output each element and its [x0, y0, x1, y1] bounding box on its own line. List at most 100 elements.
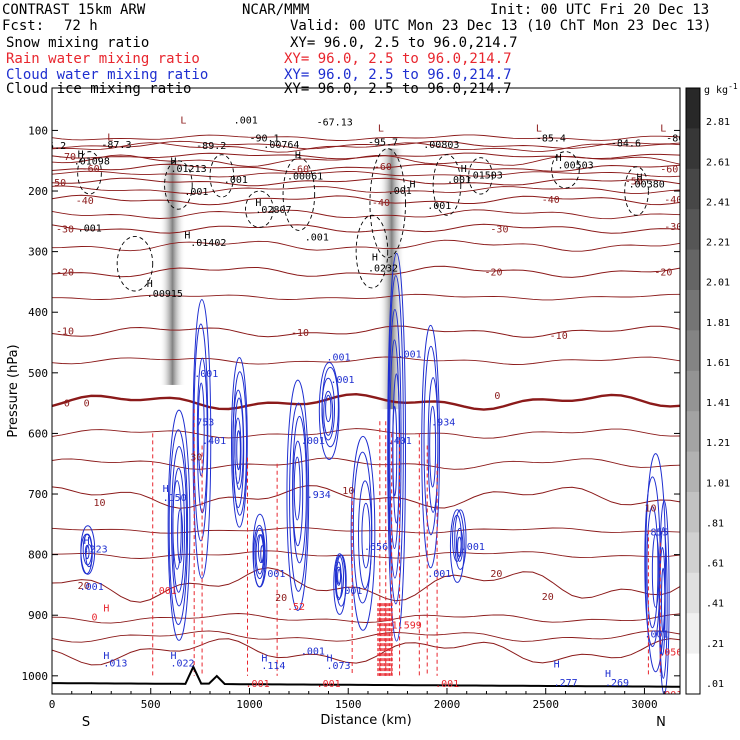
terrain-line	[52, 664, 680, 688]
snow-contour-3	[282, 157, 316, 231]
extremum-label-8: -67.13	[317, 117, 353, 128]
colorbar-swatch-5	[686, 290, 700, 331]
extremum-label-65: .52	[287, 602, 305, 613]
extremum-label-6: -90.1	[249, 134, 279, 145]
isotherm-label-4: -60	[660, 165, 678, 176]
extremum-label-69: H	[103, 603, 109, 614]
north-end-label: N	[656, 715, 666, 730]
valid-time: Valid: 00 UTC Mon 23 Dec 13 (10 ChT Mon …	[290, 18, 711, 34]
extremum-label-2: L	[107, 132, 113, 143]
cloud-water-contour-1-0	[167, 409, 191, 641]
colorbar-swatch-1	[686, 128, 700, 170]
colorbar-label-12: .41	[706, 599, 724, 610]
extremum-label-19: H	[170, 157, 176, 168]
plot-layer: -70 -60 -60 -60 -60 -50 -50 -40 -40 -40 -40 -30 -30 -…	[52, 116, 696, 694]
cloud-water-contour-2-2	[196, 357, 208, 514]
extremum-label-35: .02807	[255, 205, 291, 216]
isotherm-label-28: 20	[490, 569, 502, 580]
isotherm-label-11: -30	[56, 225, 74, 236]
extremum-label-11: .00803	[423, 140, 459, 151]
x-tick-label-2: 1000	[236, 698, 263, 711]
extremum-label-40: .01402	[190, 238, 226, 249]
cloud-water-contour-4-1	[289, 402, 308, 592]
legend-cloudice-xy: XY= 96.0, 2.5 to 96.0,214.7	[284, 81, 512, 97]
y-tick-label-3: 400	[28, 306, 48, 319]
extremum-label-64: .001	[80, 582, 104, 593]
extremum-label-23: .00061	[287, 171, 323, 182]
cloud-water-contour-9-3	[455, 527, 464, 562]
isotherm-label-12: -30	[490, 225, 508, 236]
plot-frame	[51, 87, 681, 695]
colorbar-unit-text: g kg	[704, 85, 728, 96]
legend-rain-xy: XY= 96.0, 2.5 to 96.0,214.7	[284, 51, 512, 67]
extremum-label-0: L	[180, 116, 186, 127]
cloud-water-contour-0-4	[84, 544, 90, 560]
colorbar-label-8: 1.21	[706, 438, 730, 449]
extremum-label-49: .753	[190, 417, 214, 428]
extremum-label-32: .00380	[629, 180, 665, 191]
cloud-water-contour-1-2	[171, 446, 188, 607]
colorbar-swatch-2	[686, 168, 700, 210]
extremum-label-16: -86.0	[666, 134, 696, 145]
isotherm-label-10: -40	[664, 195, 682, 206]
extremum-label-78: H	[327, 654, 333, 665]
cloud-water-contour-8-3	[429, 405, 437, 488]
colorbar-swatch-13	[686, 613, 700, 655]
extremum-label-68: 1.599	[392, 620, 422, 631]
cloud-water-contour-3-0	[230, 356, 248, 528]
extremum-label-26: .001	[447, 175, 471, 186]
extremum-label-15: L	[660, 123, 666, 134]
colorbar-label-1: 2.61	[706, 157, 730, 168]
extremum-label-63: .855	[644, 528, 668, 539]
extremum-label-62: .001	[461, 542, 485, 553]
cloud-water-contour-5-0	[318, 361, 340, 460]
snow-contour-1	[164, 160, 193, 210]
isotherm-minor-2	[52, 142, 680, 153]
cloud-water-contour-9-2	[452, 514, 462, 562]
x-tick-label-0: 0	[49, 698, 56, 711]
colorbar: 2.81 2.61 2.41 2.21 2.01 1.81 1.61 1.41 1.21 1.01…	[685, 87, 730, 695]
isotherm-label-29: 20	[542, 592, 554, 603]
cloud-water-contour-6-0	[350, 435, 376, 631]
colorbar-frame	[685, 87, 701, 695]
isotherm-label-7: -40	[76, 196, 94, 207]
extremum-label-72: .013	[103, 658, 127, 669]
extremum-label-20: .01213	[170, 164, 206, 175]
x-tick-label-3: 1500	[335, 698, 362, 711]
colorbar-label-2: 2.41	[706, 197, 730, 208]
colorbar-swatch-9	[686, 451, 700, 493]
extremum-label-80: .001	[246, 679, 270, 690]
extremum-label-56: .934	[307, 490, 331, 501]
colorbar-label-0: 2.81	[706, 117, 730, 128]
extremum-label-70: 0	[91, 612, 97, 623]
isotherm-label-20: 0	[64, 399, 70, 410]
isotherm-minor-13	[52, 550, 680, 559]
extremum-label-83: H	[554, 660, 560, 671]
colorbar-swatch-4	[686, 249, 700, 291]
isotherm-label-15: -20	[484, 268, 502, 279]
snow-contour-2	[209, 154, 235, 198]
center-title: NCAR/MMM	[242, 2, 309, 18]
extremum-label-58: .223	[84, 545, 108, 556]
y-axis-label: Pressure (hPa)	[6, 344, 21, 437]
extremum-label-51: .001	[301, 436, 325, 447]
legend-cloudice-name: Cloud ice mixing ratio	[6, 81, 191, 97]
extremum-label-18: .01098	[74, 157, 110, 168]
forecast-label: Fcst:	[2, 18, 44, 34]
colorbar-swatch-10	[686, 492, 700, 533]
x-tick-label-1: 500	[141, 698, 161, 711]
cloud-water-contour-8-2	[427, 377, 439, 513]
cloud-water-contour-7-2	[388, 309, 402, 579]
extremum-label-45: .001	[194, 369, 218, 380]
colorbar-label-11: .61	[706, 559, 724, 570]
isotherm-label-1: -60	[82, 164, 100, 175]
extremum-label-81: .001	[317, 679, 341, 690]
snow-contour-11	[245, 190, 274, 228]
colorbar-swatch-8	[686, 411, 700, 453]
isotherm-label-13: -30	[664, 222, 682, 233]
extremum-label-88: .056	[658, 648, 682, 659]
extremum-label-86: .269	[605, 678, 629, 689]
snow-contour-4	[369, 148, 406, 259]
cloud-water-contour-8-0	[421, 324, 441, 569]
cloud-water-contour-12-2	[254, 527, 265, 580]
